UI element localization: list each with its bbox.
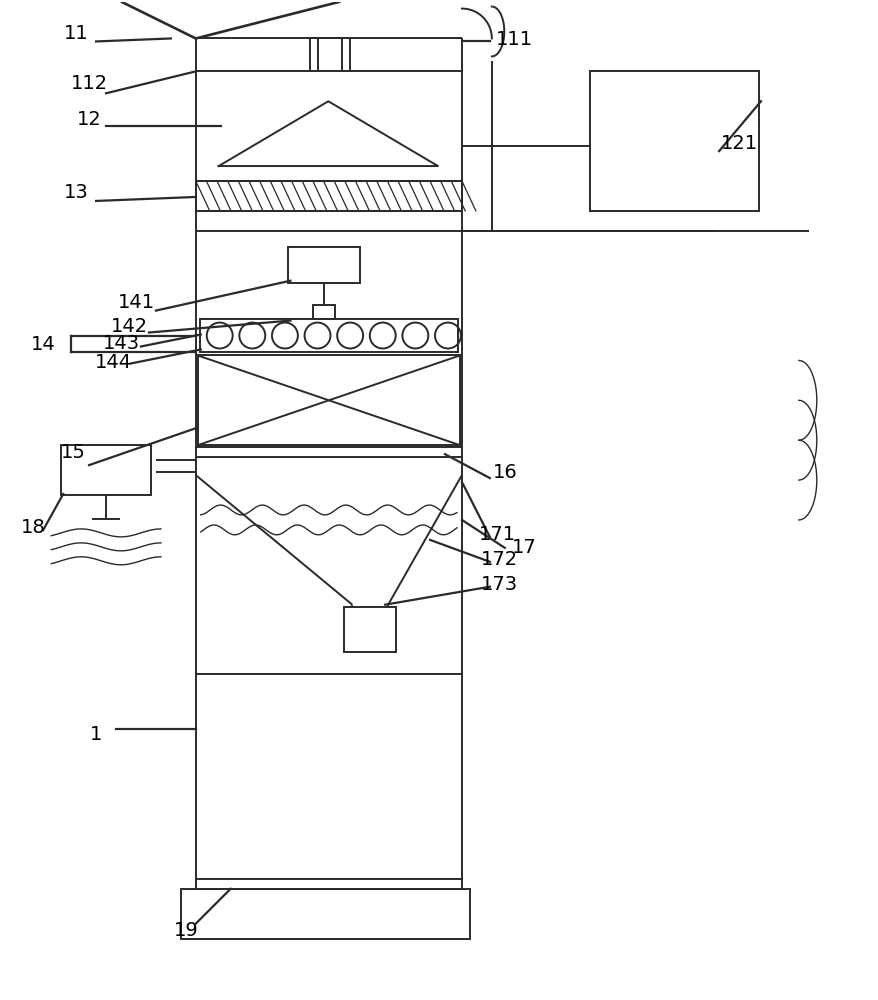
Text: 12: 12: [76, 110, 101, 129]
Text: 172: 172: [480, 550, 518, 569]
Text: 1: 1: [90, 725, 102, 744]
Text: 121: 121: [720, 134, 757, 153]
Text: 112: 112: [70, 74, 107, 93]
Bar: [61, 445, 151, 495]
Bar: [313, 305, 335, 319]
Text: 19: 19: [173, 921, 198, 940]
Text: 144: 144: [94, 353, 132, 372]
Text: 171: 171: [479, 525, 515, 544]
Bar: [589, 71, 758, 211]
Bar: [288, 247, 360, 283]
Text: 13: 13: [64, 183, 89, 202]
Text: 111: 111: [496, 30, 533, 49]
Text: 15: 15: [61, 443, 85, 462]
Bar: [198, 355, 459, 445]
Text: 143: 143: [103, 334, 140, 353]
Text: 141: 141: [118, 293, 155, 312]
Bar: [181, 889, 470, 939]
Bar: [196, 181, 462, 211]
Text: 14: 14: [31, 335, 55, 354]
Bar: [199, 319, 457, 352]
Text: 142: 142: [111, 317, 148, 336]
Text: 17: 17: [512, 538, 536, 557]
Text: 11: 11: [64, 24, 89, 43]
Bar: [196, 879, 462, 889]
Text: 173: 173: [480, 575, 518, 594]
Text: 16: 16: [492, 463, 516, 482]
Text: 18: 18: [21, 518, 46, 537]
Bar: [344, 607, 396, 652]
